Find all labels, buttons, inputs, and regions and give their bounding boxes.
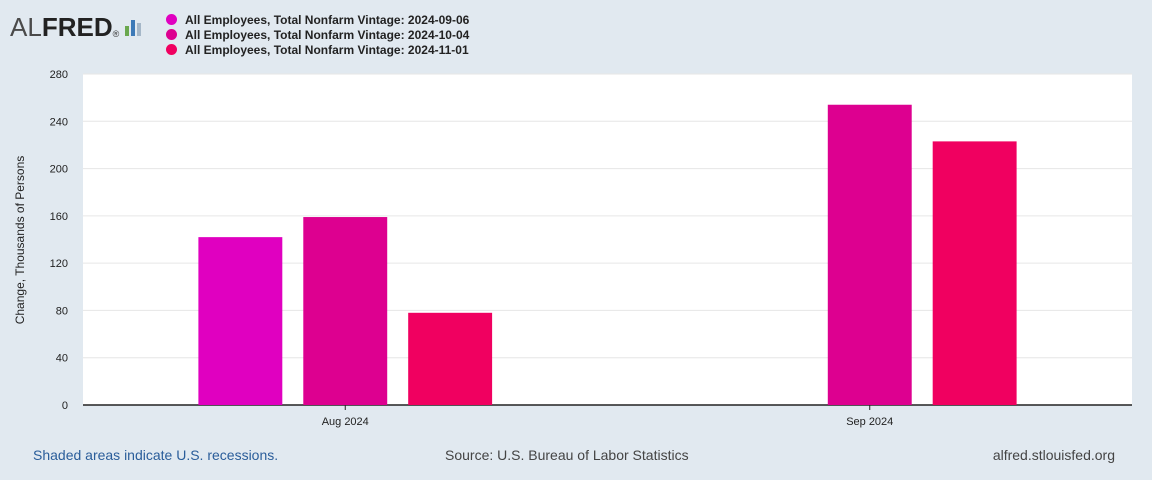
y-tick-label: 40 xyxy=(56,353,68,365)
legend-item-vintage-2024-09-06[interactable]: All Employees, Total Nonfarm Vintage: 20… xyxy=(166,12,469,27)
bar xyxy=(408,312,493,405)
legend-dot-icon xyxy=(166,44,177,55)
y-tick-label: 200 xyxy=(50,164,68,176)
logo-bars-icon xyxy=(125,18,142,36)
bar-chart: 0 40 80 120 160 200 240 280 Aug 2024 Sep 2024 xyxy=(50,69,1132,428)
legend-label: All Employees, Total Nonfarm Vintage: 20… xyxy=(185,27,470,42)
y-tick-label: 240 xyxy=(50,116,68,128)
recessions-note-link[interactable]: Shaded areas indicate U.S. recessions. xyxy=(33,447,279,463)
x-tick-label: Aug 2024 xyxy=(322,416,369,428)
chart-legend: All Employees, Total Nonfarm Vintage: 20… xyxy=(166,12,469,57)
bar xyxy=(198,237,283,405)
y-tick-label: 160 xyxy=(50,211,68,223)
alfred-logo[interactable]: AL FRED ® xyxy=(10,5,142,49)
legend-item-vintage-2024-10-04[interactable]: All Employees, Total Nonfarm Vintage: 20… xyxy=(166,27,469,42)
y-tick-label: 0 xyxy=(62,400,68,412)
legend-label: All Employees, Total Nonfarm Vintage: 20… xyxy=(185,42,469,57)
y-tick-label: 80 xyxy=(56,305,68,317)
logo-al-text: AL xyxy=(10,12,42,42)
site-link[interactable]: alfred.stlouisfed.org xyxy=(992,447,1115,463)
legend-label: All Employees, Total Nonfarm Vintage: 20… xyxy=(185,12,470,27)
bar xyxy=(932,141,1017,405)
x-tick-label: Sep 2024 xyxy=(846,416,893,428)
legend-dot-icon xyxy=(166,14,177,25)
legend-item-vintage-2024-11-01[interactable]: All Employees, Total Nonfarm Vintage: 20… xyxy=(166,42,469,57)
logo-registered-mark: ® xyxy=(112,29,120,39)
y-tick-label: 120 xyxy=(50,258,68,270)
bar xyxy=(827,104,912,405)
bar xyxy=(303,217,388,405)
y-tick-label: 280 xyxy=(50,69,68,81)
legend-dot-icon xyxy=(166,29,177,40)
logo-fred-text: FRED xyxy=(41,12,113,42)
source-text: Source: U.S. Bureau of Labor Statistics xyxy=(445,447,689,463)
